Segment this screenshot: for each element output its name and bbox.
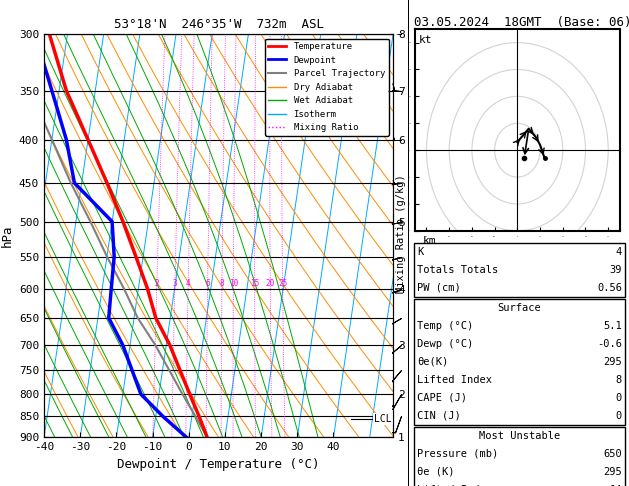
Text: 25: 25	[278, 279, 287, 288]
Text: 6: 6	[205, 279, 210, 288]
Text: Mixing Ratio (g/kg): Mixing Ratio (g/kg)	[396, 174, 406, 293]
Text: Temp (°C): Temp (°C)	[417, 321, 473, 331]
Text: CIN (J): CIN (J)	[417, 411, 461, 421]
Text: 15: 15	[250, 279, 259, 288]
Text: 295: 295	[603, 467, 622, 477]
Text: 8: 8	[616, 375, 622, 385]
X-axis label: Dewpoint / Temperature (°C): Dewpoint / Temperature (°C)	[118, 458, 320, 471]
Text: Dewp (°C): Dewp (°C)	[417, 339, 473, 349]
Text: kt: kt	[420, 35, 433, 45]
Text: -0.6: -0.6	[597, 339, 622, 349]
Text: 0: 0	[616, 393, 622, 403]
Y-axis label: hPa: hPa	[1, 225, 13, 247]
Text: 3: 3	[172, 279, 177, 288]
Y-axis label: km
ASL: km ASL	[420, 236, 440, 257]
Text: 4: 4	[186, 279, 191, 288]
Text: © weatheronline.co.uk: © weatheronline.co.uk	[414, 471, 537, 481]
Text: K: K	[417, 247, 423, 257]
Text: 20: 20	[265, 279, 275, 288]
Text: θe(K): θe(K)	[417, 357, 448, 367]
Text: 10: 10	[229, 279, 238, 288]
Text: Totals Totals: Totals Totals	[417, 265, 498, 275]
Text: Lifted Index: Lifted Index	[417, 485, 492, 486]
Text: Surface: Surface	[498, 303, 541, 313]
Text: 03.05.2024  18GMT  (Base: 06): 03.05.2024 18GMT (Base: 06)	[414, 16, 629, 29]
Text: 8: 8	[220, 279, 224, 288]
Text: Pressure (mb): Pressure (mb)	[417, 449, 498, 459]
Text: 2: 2	[154, 279, 159, 288]
Legend: Temperature, Dewpoint, Parcel Trajectory, Dry Adiabat, Wet Adiabat, Isotherm, Mi: Temperature, Dewpoint, Parcel Trajectory…	[265, 38, 389, 136]
Text: 0: 0	[616, 411, 622, 421]
Text: θe (K): θe (K)	[417, 467, 455, 477]
Text: Most Unstable: Most Unstable	[479, 431, 560, 441]
Text: 5.1: 5.1	[603, 321, 622, 331]
Text: PW (cm): PW (cm)	[417, 283, 461, 293]
Text: 650: 650	[603, 449, 622, 459]
Text: LCL: LCL	[374, 414, 392, 424]
Text: Lifted Index: Lifted Index	[417, 375, 492, 385]
Text: 295: 295	[603, 357, 622, 367]
Text: CAPE (J): CAPE (J)	[417, 393, 467, 403]
Text: 4: 4	[616, 247, 622, 257]
Text: 14: 14	[610, 485, 622, 486]
Text: 0.56: 0.56	[597, 283, 622, 293]
Title: 53°18'N  246°35'W  732m  ASL: 53°18'N 246°35'W 732m ASL	[114, 18, 323, 32]
Text: 39: 39	[610, 265, 622, 275]
